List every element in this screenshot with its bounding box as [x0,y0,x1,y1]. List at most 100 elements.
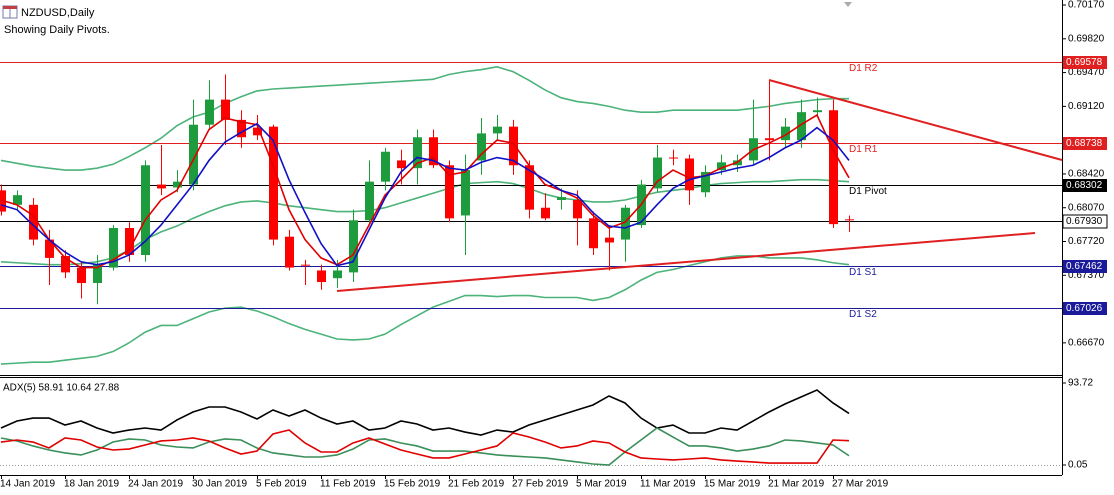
candle-body [573,200,582,219]
candle-body [141,165,150,256]
x-tick-label: 15 Mar 2019 [704,479,761,490]
price-label: 0.67462 [1066,261,1103,272]
candle-body [93,264,102,284]
candle-body [445,165,454,219]
candle-body [525,165,534,210]
candle-body [765,138,774,141]
window-icon [2,5,18,19]
price-label-box [1063,302,1107,315]
candle-body [557,197,566,200]
candle-body [61,255,70,273]
x-tick-label: 5 Mar 2019 [576,479,627,490]
trend-line [768,79,1063,161]
x-tick-label: 14 Jan 2019 [0,479,55,490]
candle-body [317,270,326,283]
candle-body [381,151,390,182]
price-label: 0.68738 [1066,138,1103,149]
candle-body [845,219,854,221]
candle-body [13,195,22,205]
candle-body [605,237,614,243]
candle-body [493,126,502,134]
candle-body [253,127,262,136]
y-tick-label: 0.67370 [1068,270,1105,281]
y-tick-label: 0.69120 [1068,101,1105,112]
chart-subtitle: Showing Daily Pivots. [4,24,110,36]
pivot-label: D1 R2 [849,63,878,74]
candle-body [797,112,806,141]
candle-body [237,119,246,138]
candle-body [301,264,310,266]
y-tick-label: 93.72 [1068,378,1093,389]
indicator-title: ADX(5) 58.91 10.64 27.88 [3,383,120,394]
x-tick-label: 5 Feb 2019 [256,479,307,490]
x-tick-label: 21 Feb 2019 [448,479,505,490]
price-label-box [1063,56,1107,69]
candle-body [269,126,278,240]
x-tick-label: 11 Feb 2019 [320,479,376,490]
price-label: 0.67930 [1066,216,1103,227]
candle-body [205,99,214,125]
candle-body [413,137,422,169]
price-label: 0.69578 [1066,57,1103,68]
candle-body [477,133,486,161]
x-tick-label: 21 Mar 2019 [768,479,825,490]
candle-body [333,270,342,279]
y-tick-label: 0.68420 [1068,169,1105,180]
candle-body [781,126,790,141]
pivot-label: D1 S1 [849,267,877,278]
candle-body [29,204,38,240]
price-label: 0.68302 [1066,180,1103,191]
candle-body [285,236,294,268]
candle-body [717,162,726,171]
candle-body [77,267,86,284]
candle-body [685,158,694,191]
candle-body [157,184,166,189]
candle-body [173,181,182,188]
y-tick-label: 0.67720 [1068,236,1105,247]
y-tick-label: 0.05 [1068,460,1088,471]
x-tick-label: 30 Jan 2019 [192,479,247,490]
pivot-label: D1 R1 [849,144,878,155]
candle-body [125,227,134,256]
candle-body [45,239,54,258]
price-label-box [1063,179,1107,192]
x-tick-label: 15 Feb 2019 [384,479,441,490]
candle-body [829,110,838,225]
candle-body [541,207,550,219]
candle-body [397,160,406,169]
price-label-box [1063,260,1107,273]
x-tick-label: 11 Mar 2019 [640,479,696,490]
y-tick-label: 0.69820 [1068,33,1105,44]
indicator-line [0,122,850,267]
x-tick-label: 18 Jan 2019 [64,479,119,490]
chart-title: NZDUSD,Daily [21,7,95,19]
price-label-box [1063,137,1107,150]
candle-body [701,172,710,193]
price-label: 0.67026 [1066,303,1103,314]
indicator-line [0,427,850,466]
indicator-line [0,429,850,464]
candle-body [653,157,662,189]
pivot-label: D1 Pivot [849,186,887,197]
candle-body [189,124,198,185]
candle-body [621,207,630,240]
candle-body [109,227,118,268]
candle-body [349,220,358,273]
adx-pane: 93.72 0.05 [0,378,1093,471]
scroll-marker [844,2,852,7]
x-tick-label: 24 Jan 2019 [128,479,183,490]
pivot-label: D1 S2 [849,309,877,320]
candle-body [669,157,678,159]
y-tick-label: 0.68070 [1068,202,1105,213]
candle-body [589,218,598,249]
y-tick-label: 0.69470 [1068,67,1105,78]
indicator-line [0,65,849,171]
candle-body [813,110,822,113]
x-tick-label: 27 Feb 2019 [512,479,569,490]
indicator-line [0,389,850,436]
candle-body [461,170,470,216]
candle-body [429,137,438,166]
